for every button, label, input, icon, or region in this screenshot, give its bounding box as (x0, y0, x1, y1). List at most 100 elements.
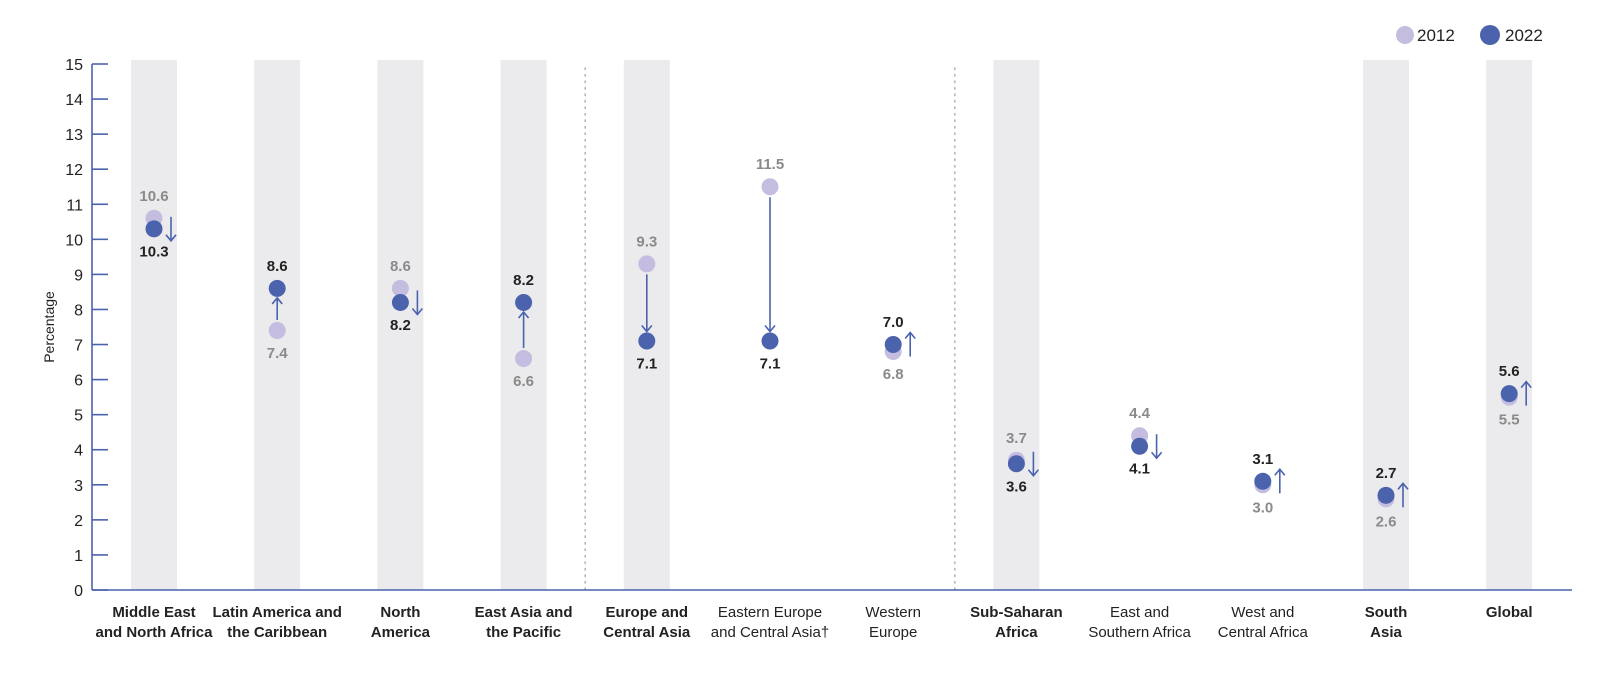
category-1-marks: 7.4 8.6 (267, 258, 289, 362)
legend-label-2012: 2012 (1417, 26, 1455, 45)
value-label-2022: 10.3 (139, 243, 168, 260)
category-label-line2: America (371, 624, 431, 641)
category-6-marks: 6.8 7.0 (883, 314, 916, 383)
data-marks: 10.6 10.3 7.4 8.6 8.6 8.2 6.6 8.2 9.3 7.1 11.5 7.1 6… (139, 156, 1532, 530)
category-9-marks: 3.0 3.1 (1252, 451, 1286, 516)
dot-2022 (515, 293, 533, 311)
legend-swatch-2022 (1480, 25, 1500, 45)
category-label-line1: West and (1231, 604, 1294, 621)
change-arrow-head (641, 325, 653, 333)
category-label-line2: Central Africa (1218, 624, 1309, 641)
value-label-2022: 4.1 (1129, 461, 1150, 478)
value-label-2022: 8.2 (513, 272, 534, 289)
category-label-line1: Western (865, 604, 921, 621)
category-8-marks: 4.4 4.1 (1129, 405, 1163, 478)
change-arrow-head (764, 325, 776, 333)
category-label-line2: Central Asia (603, 624, 691, 641)
category-0-marks: 10.6 10.3 (139, 188, 177, 260)
value-label-2012: 8.6 (390, 258, 411, 275)
dot-2022 (268, 279, 286, 297)
value-label-2022: 8.6 (267, 258, 288, 275)
value-label-2022: 2.7 (1376, 465, 1397, 482)
legend-label-2022: 2022 (1505, 26, 1543, 45)
change-arrow-head (411, 307, 424, 316)
category-label-line1: Sub-Saharan (970, 604, 1063, 621)
value-label-2022: 3.6 (1006, 478, 1027, 495)
category-label-line2: and Central Asia† (711, 624, 829, 641)
value-label-2022: 7.1 (636, 356, 657, 373)
dot-2022 (1007, 455, 1025, 473)
y-tick-label: 5 (74, 408, 83, 425)
value-label-2012: 3.0 (1252, 499, 1273, 516)
dot-2022 (1377, 486, 1395, 504)
change-arrow-head (1150, 451, 1163, 460)
value-label-2012: 4.4 (1129, 405, 1151, 422)
value-label-2012: 11.5 (756, 156, 784, 173)
y-tick-label: 11 (66, 197, 83, 214)
category-2-marks: 8.6 8.2 (390, 258, 424, 334)
change-arrow-head (1520, 380, 1532, 389)
dot-2012 (391, 279, 409, 297)
y-tick-label: 2 (74, 513, 83, 530)
value-label-2012: 6.6 (513, 373, 534, 390)
category-label-line1: South (1365, 604, 1408, 621)
change-arrow-head (517, 310, 530, 319)
dot-2012 (761, 178, 779, 196)
value-label-2022: 7.0 (883, 314, 904, 331)
y-tick-label: 13 (65, 127, 83, 144)
y-axis-label: Percentage (41, 291, 57, 363)
y-tick-label: 9 (74, 267, 83, 284)
change-arrow-head (1027, 469, 1040, 478)
band-2 (377, 60, 424, 590)
category-4-marks: 9.3 7.1 (636, 233, 657, 372)
band-11 (1486, 60, 1533, 590)
x-axis-labels: Middle East and North Africa Latin America… (96, 604, 1533, 641)
value-label-2022: 7.1 (760, 356, 781, 373)
category-label-line2: the Caribbean (227, 624, 327, 641)
y-tick-label: 12 (65, 162, 83, 179)
category-label-line2: and North Africa (96, 624, 214, 641)
legend: 2012 2022 (1396, 25, 1543, 45)
y-tick-label: 10 (65, 232, 83, 249)
category-label-line2: the Pacific (486, 624, 561, 641)
group-separators (584, 67, 956, 591)
value-label-2022: 5.6 (1499, 363, 1520, 380)
legend-swatch-2012 (1396, 26, 1414, 44)
value-label-2012: 9.3 (636, 233, 657, 250)
value-label-2022: 3.1 (1252, 451, 1273, 468)
dot-2012 (638, 255, 656, 273)
category-label-line1: East and (1110, 604, 1169, 621)
value-label-2012: 7.4 (267, 345, 289, 362)
category-label-line1: North (380, 604, 420, 621)
band-10 (1363, 60, 1409, 590)
category-7-marks: 3.7 3.6 (1006, 430, 1040, 495)
y-tick-label: 1 (74, 548, 83, 565)
category-label-line2: Africa (995, 624, 1038, 641)
category-bands (131, 60, 1533, 590)
category-label-line2: Europe (869, 624, 917, 641)
y-tick-label: 8 (74, 302, 83, 319)
change-arrow-head (904, 331, 916, 340)
category-label-line1: Middle East (112, 604, 195, 621)
value-label-2022: 8.2 (390, 317, 411, 334)
value-label-2012: 10.6 (139, 188, 168, 205)
category-label-line1: Latin America and (212, 604, 341, 621)
value-label-2012: 2.6 (1376, 513, 1397, 530)
dot-2022 (1131, 437, 1149, 455)
y-tick-label: 6 (74, 373, 83, 390)
y-tick-label: 3 (74, 478, 83, 495)
change-arrow-head (1397, 482, 1409, 490)
band-7 (993, 60, 1040, 590)
category-11-marks: 5.5 5.6 (1499, 363, 1532, 429)
category-10-marks: 2.6 2.7 (1376, 465, 1409, 530)
y-tick-label: 7 (74, 338, 83, 355)
change-arrow-head (165, 234, 177, 243)
y-tick-label: 14 (65, 92, 83, 109)
category-3-marks: 6.6 8.2 (513, 272, 534, 390)
y-tick-label: 4 (74, 443, 83, 460)
dot-2022 (638, 332, 656, 350)
value-label-2012: 6.8 (883, 366, 904, 383)
category-label-line1: Eastern Europe (718, 604, 822, 621)
